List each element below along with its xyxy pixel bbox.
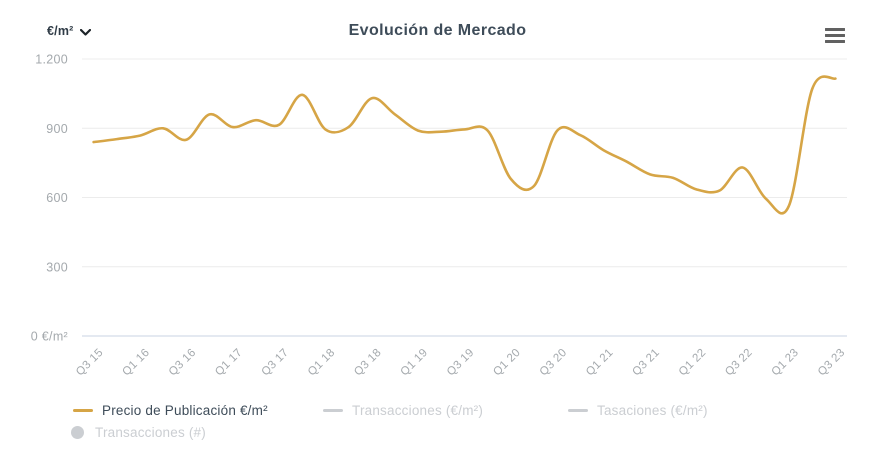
legend-item-label: Transacciones (#) bbox=[95, 424, 206, 440]
y-axis-label: 0 €/m² bbox=[31, 330, 68, 344]
x-axis-label: Q3 23 bbox=[816, 347, 848, 379]
line-series-marker-icon bbox=[568, 408, 588, 412]
y-axis-label: 600 bbox=[46, 191, 68, 205]
x-axis-label: Q3 21 bbox=[630, 347, 662, 379]
legend-item-label: Tasaciones (€/m²) bbox=[597, 402, 708, 418]
x-axis-label: Q1 18 bbox=[306, 347, 338, 379]
y-axis-label: 1.200 bbox=[35, 53, 68, 67]
hamburger-menu-icon bbox=[825, 27, 845, 43]
x-axis-label: Q1 20 bbox=[491, 347, 523, 379]
y-axis-label: 900 bbox=[46, 122, 68, 136]
x-axis-label: Q1 19 bbox=[399, 347, 431, 379]
x-axis-label: Q1 21 bbox=[584, 347, 616, 379]
line-series-marker-icon bbox=[323, 408, 343, 412]
x-axis-label: Q3 19 bbox=[445, 347, 477, 379]
unit-selector-value: €/m² bbox=[47, 24, 74, 38]
legend-item-label: Transacciones (€/m²) bbox=[352, 402, 484, 418]
x-axis-label: Q1 17 bbox=[213, 347, 245, 379]
x-axis-label: Q3 15 bbox=[74, 347, 106, 379]
y-axis-label: 300 bbox=[46, 260, 68, 274]
market-evolution-chart: 0 €/m² 300 600 900 1.200 Q3 15 Q1 16 Q3 16 Q1 17… bbox=[31, 53, 848, 379]
price-publication-series-line[interactable] bbox=[92, 75, 837, 215]
circle-series-marker-icon bbox=[71, 425, 84, 439]
legend-item-label: Precio de Publicación €/m² bbox=[102, 402, 268, 418]
chevron-down-icon bbox=[79, 28, 91, 36]
x-axis-label: Q3 22 bbox=[723, 347, 755, 379]
legend-item-tasaciones[interactable]: Tasaciones (€/m²) bbox=[568, 402, 708, 418]
x-axis-label: Q1 22 bbox=[677, 347, 709, 379]
x-axis-label: Q1 23 bbox=[769, 347, 801, 379]
unit-selector-dropdown[interactable]: €/m² bbox=[47, 24, 91, 38]
legend-item-transacciones-eur-m2[interactable]: Transacciones (€/m²) bbox=[323, 402, 483, 418]
x-axis-label: Q1 16 bbox=[120, 347, 152, 379]
x-axis-label: Q3 20 bbox=[538, 347, 570, 379]
chart-title: Evolución de Mercado bbox=[348, 22, 527, 39]
line-series-marker-icon bbox=[73, 408, 93, 412]
x-axis-label: Q3 18 bbox=[352, 347, 384, 379]
legend-item-precio-publicacion[interactable]: Precio de Publicación €/m² bbox=[73, 402, 268, 418]
x-axis-label: Q3 17 bbox=[259, 347, 291, 379]
chart-menu-button[interactable] bbox=[822, 24, 848, 46]
x-axis-label: Q3 16 bbox=[167, 347, 199, 379]
legend-item-transacciones-count[interactable]: Transacciones (#) bbox=[71, 424, 206, 440]
